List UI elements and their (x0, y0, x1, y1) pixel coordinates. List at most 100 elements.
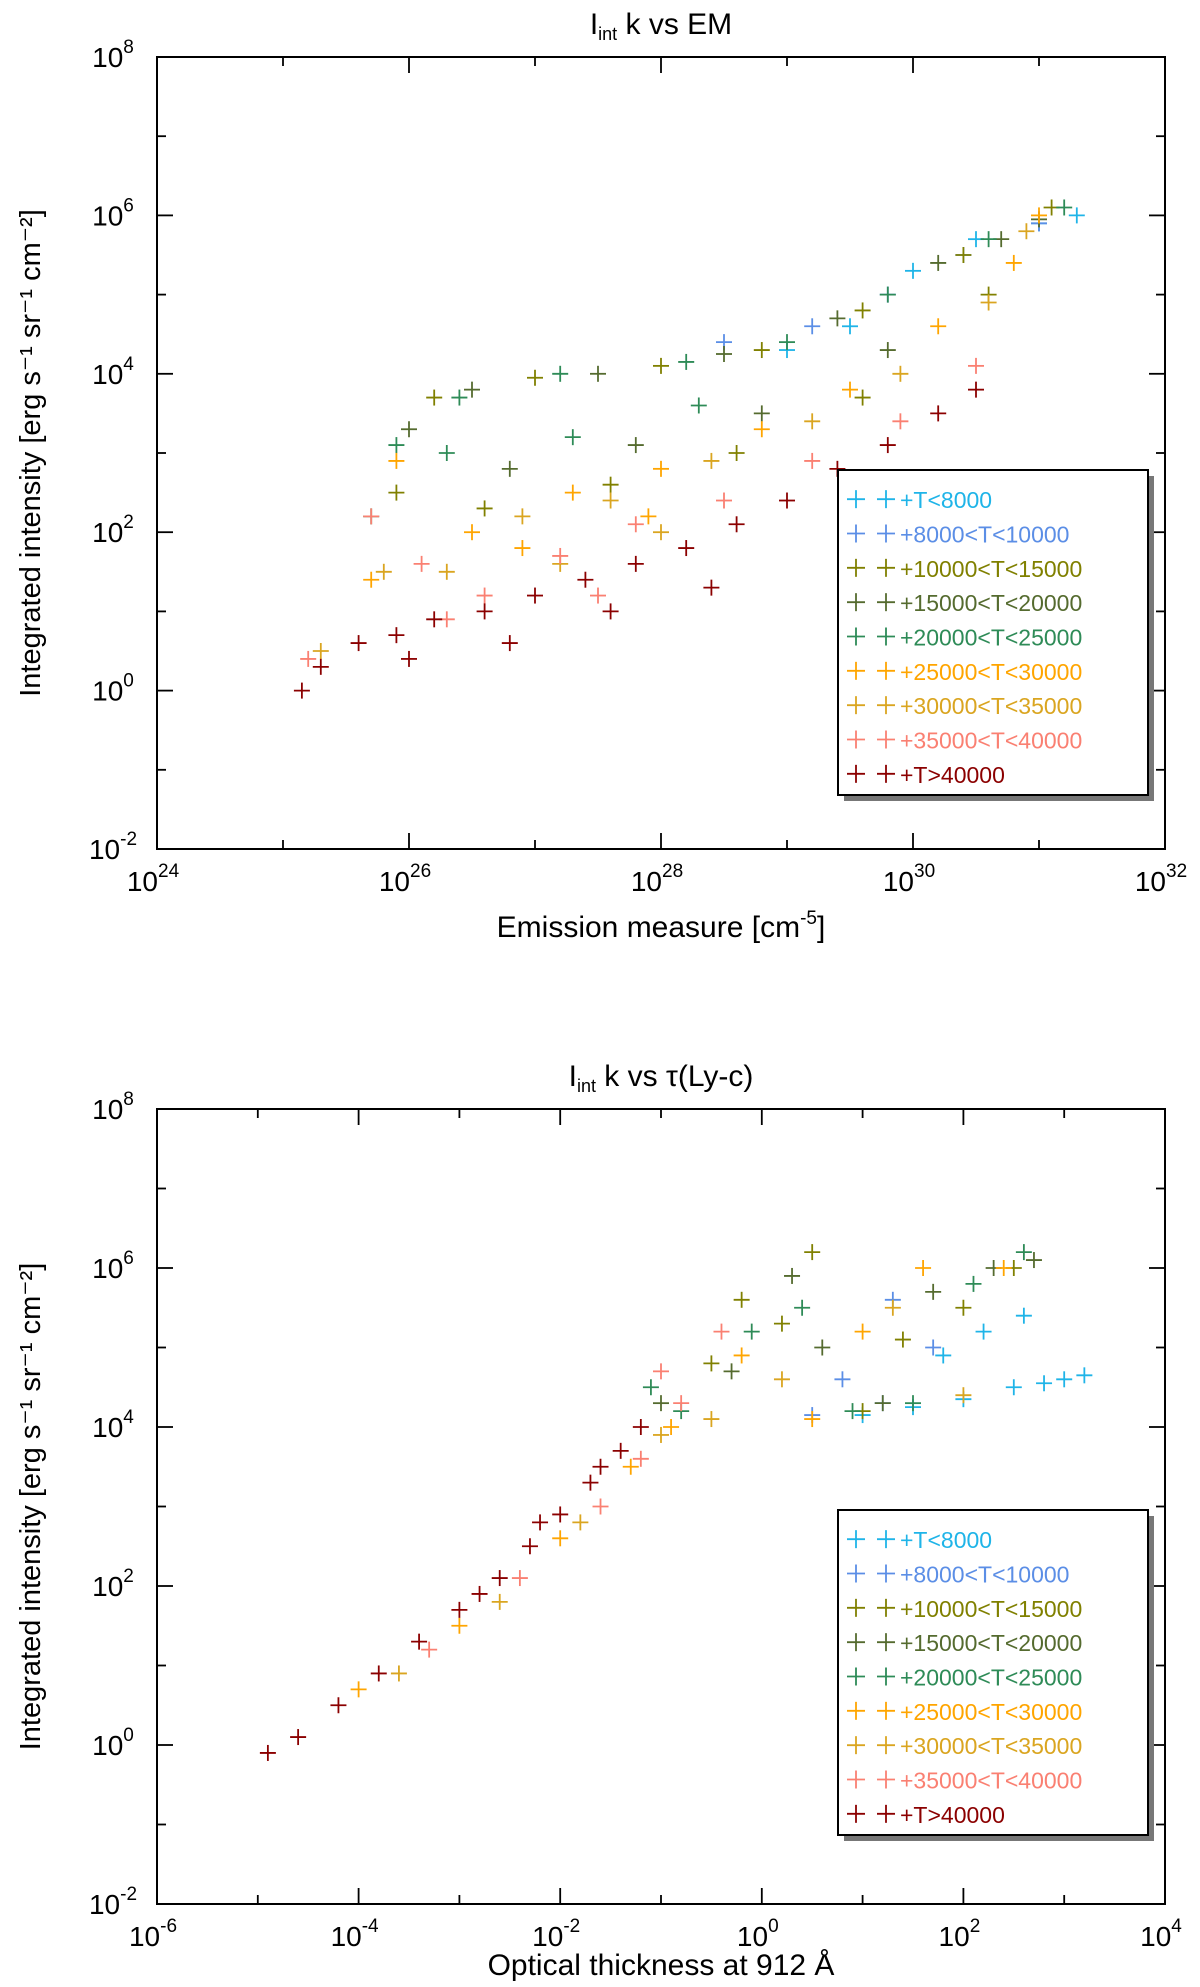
data-point (388, 627, 405, 644)
data-point (1005, 254, 1022, 271)
legend-label: +25000<T<30000 (900, 659, 1082, 685)
data-point (653, 460, 669, 477)
legend-box (837, 469, 1149, 796)
series-6 (390, 1299, 972, 1682)
x-tick-base: 10 (1135, 866, 1166, 897)
data-point (965, 1275, 982, 1292)
y-tick-label: 102 (92, 1566, 134, 1602)
x-tick-base: 10 (532, 1921, 563, 1952)
data-point (602, 492, 619, 509)
y-tick-base: 10 (92, 1094, 123, 1125)
data-point (476, 500, 493, 517)
legend-label: +8000<T<10000 (900, 522, 1069, 548)
x-label-main: Emission measure [cm (497, 911, 800, 944)
data-point (892, 365, 909, 382)
title-main: I (569, 1060, 577, 1093)
x-tick-exponent: 24 (158, 861, 180, 882)
data-point (678, 353, 695, 370)
data-point (829, 310, 846, 327)
data-point (905, 262, 921, 279)
x-axis-label: Emission measure [cm-5] (497, 908, 826, 944)
series-3 (653, 1252, 1042, 1412)
data-point (388, 484, 405, 501)
data-point (421, 1641, 438, 1658)
y-tick-exponent: 4 (123, 354, 134, 375)
data-point (1005, 1379, 1022, 1396)
y-tick-exponent: -2 (120, 1884, 137, 1905)
legend-marker (847, 1701, 865, 1720)
series-2 (703, 1244, 1022, 1420)
data-point (814, 1339, 831, 1356)
data-point (552, 365, 569, 382)
data-point (627, 516, 644, 533)
data-point (363, 571, 380, 588)
data-point (577, 571, 594, 588)
data-point (375, 563, 392, 580)
legend-marker (847, 1598, 865, 1617)
y-tick-exponent: 6 (123, 1248, 134, 1269)
legend-marker (877, 661, 895, 680)
data-point (879, 437, 896, 454)
data-point (733, 1291, 750, 1308)
data-point (590, 587, 606, 604)
data-point (451, 389, 468, 406)
data-point (590, 365, 606, 382)
x-tick-base: 10 (127, 866, 158, 897)
data-point (627, 555, 644, 572)
legend-marker (847, 1770, 865, 1789)
x-tick-label: 104 (1140, 1916, 1182, 1952)
data-point (703, 1411, 720, 1428)
legend-label: +15000<T<20000 (900, 590, 1082, 616)
data-point (451, 1617, 468, 1634)
legend-marker (877, 1564, 895, 1583)
data-point (663, 1419, 680, 1435)
data-point (1036, 1375, 1053, 1392)
legend-marker (847, 1530, 865, 1549)
data-point (622, 1458, 639, 1475)
data-point (1031, 207, 1047, 224)
data-point (935, 1347, 952, 1364)
y-tick-exponent: 2 (123, 1566, 134, 1587)
data-point (426, 389, 443, 406)
y-tick-label: 104 (92, 1407, 134, 1443)
data-point (673, 1395, 690, 1412)
x-tick-exponent: -2 (563, 1916, 580, 1937)
data-point (514, 540, 531, 557)
y-tick-base: 10 (92, 676, 123, 707)
legend-marker (877, 1633, 895, 1652)
data-point (703, 452, 720, 469)
data-point (1015, 1244, 1032, 1261)
y-tick-exponent: -2 (120, 829, 137, 850)
series-8 (293, 381, 984, 699)
y-tick-exponent: 0 (123, 671, 134, 692)
data-point (527, 369, 543, 386)
x-tick-label: 100 (737, 1916, 779, 1952)
data-point (642, 1379, 659, 1396)
data-point (854, 1323, 871, 1340)
series-8 (259, 1419, 649, 1761)
x-tick-exponent: 0 (768, 1916, 779, 1937)
data-point (464, 524, 480, 541)
legend-marker (847, 490, 865, 509)
data-point (476, 603, 493, 620)
y-tick-base: 10 (92, 1253, 123, 1284)
x-tick-label: 1030 (883, 861, 935, 897)
y-tick-exponent: 2 (123, 512, 134, 533)
data-point (703, 579, 720, 596)
data-point (834, 1371, 851, 1388)
data-point (564, 429, 581, 446)
data-point (968, 357, 984, 374)
data-point (905, 1395, 921, 1412)
data-point (925, 1339, 942, 1356)
title-subscript: int (598, 24, 617, 44)
x-tick-label: 1028 (631, 861, 683, 897)
y-tick-exponent: 8 (123, 37, 134, 58)
legend-marker (877, 696, 895, 715)
legend-marker (877, 593, 895, 612)
legend-label: +15000<T<20000 (900, 1630, 1082, 1656)
legend-marker (877, 1770, 895, 1789)
data-point (968, 381, 984, 398)
x-tick-base: 10 (939, 1921, 970, 1952)
legend-marker (847, 1804, 865, 1823)
